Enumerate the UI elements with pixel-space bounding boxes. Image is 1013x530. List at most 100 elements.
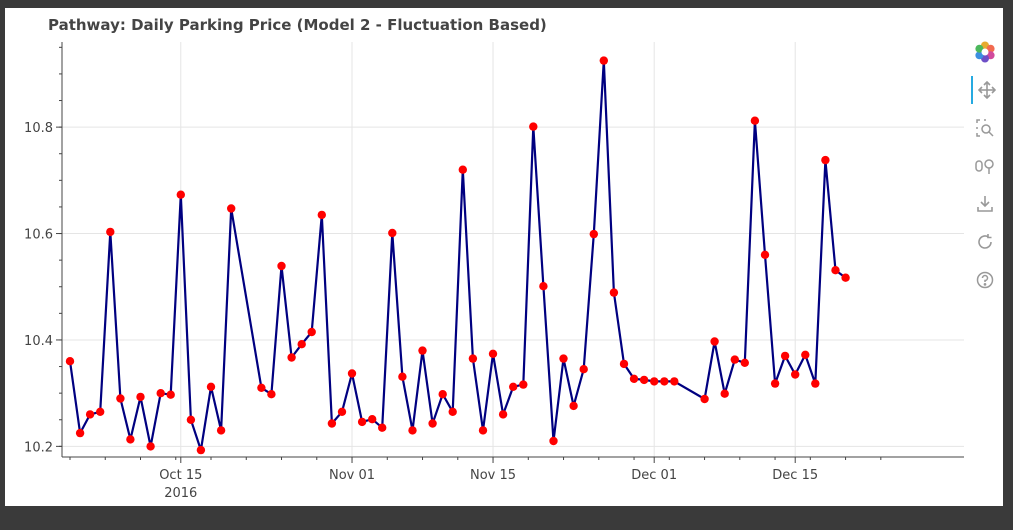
data-point[interactable] [75, 428, 85, 438]
data-point[interactable] [529, 122, 538, 131]
data-point[interactable] [206, 382, 216, 391]
data-point[interactable] [559, 354, 568, 363]
data-point[interactable] [327, 419, 337, 428]
data-point[interactable] [378, 423, 387, 432]
data-point[interactable] [85, 410, 95, 419]
data-point[interactable] [609, 288, 619, 297]
price-series-line [68, 59, 847, 452]
data-point[interactable] [619, 359, 629, 369]
y-gridlines [62, 126, 964, 447]
box-zoom-icon[interactable] [971, 114, 999, 142]
data-point[interactable] [347, 369, 357, 378]
x-tick-label: Dec 15 [772, 468, 818, 483]
plot-background [62, 42, 964, 457]
data-point[interactable] [549, 436, 558, 446]
x-axis-ticks: Oct 15 2016 Nov 01 Nov 15 Dec 01 Dec 15 [69, 457, 882, 501]
data-point[interactable] [176, 190, 185, 199]
data-point[interactable] [428, 419, 437, 428]
data-point[interactable] [801, 350, 810, 359]
x-tick-label: Dec 01 [631, 468, 677, 483]
y-axis-ticks: 10.2 10.4 10.6 10.8 [24, 46, 62, 455]
axes [61, 42, 964, 458]
data-point[interactable] [720, 389, 729, 398]
y-tick-label: 10.6 [24, 228, 53, 243]
data-point[interactable] [519, 380, 528, 389]
data-point[interactable] [740, 358, 749, 367]
x-tick-label: Nov 01 [329, 468, 375, 483]
data-point[interactable] [337, 407, 347, 416]
data-point[interactable] [156, 389, 165, 398]
save-icon[interactable] [971, 190, 999, 218]
data-point[interactable] [700, 394, 709, 404]
pan-icon[interactable] [971, 76, 1001, 104]
data-point[interactable] [166, 390, 175, 399]
data-point[interactable] [599, 56, 608, 65]
price-line [68, 59, 847, 452]
data-point[interactable] [106, 227, 115, 237]
data-point[interactable] [317, 210, 326, 220]
data-point[interactable] [488, 349, 498, 358]
reset-icon[interactable] [971, 228, 999, 256]
data-point[interactable] [791, 370, 800, 379]
data-point[interactable] [670, 377, 679, 386]
y-tick-label: 10.2 [24, 440, 53, 455]
data-point[interactable] [458, 165, 467, 174]
data-point[interactable] [811, 379, 820, 388]
data-point[interactable] [770, 379, 780, 388]
data-point[interactable] [750, 116, 760, 125]
data-point[interactable] [509, 382, 518, 391]
data-point[interactable] [257, 383, 266, 392]
data-point[interactable] [96, 407, 105, 416]
data-point[interactable] [639, 375, 649, 385]
data-point[interactable] [478, 426, 488, 435]
data-point[interactable] [126, 435, 135, 444]
data-point[interactable] [710, 337, 719, 346]
wheel-zoom-icon[interactable] [971, 152, 999, 180]
data-point[interactable] [569, 401, 578, 411]
data-point[interactable] [589, 229, 598, 239]
data-point[interactable] [418, 346, 427, 355]
bokeh-logo-icon[interactable] [971, 38, 999, 66]
data-point[interactable] [277, 261, 286, 271]
data-point[interactable] [368, 415, 377, 424]
data-point[interactable] [196, 445, 206, 455]
data-point[interactable] [629, 374, 639, 383]
data-point[interactable] [660, 377, 669, 386]
data-point[interactable] [468, 354, 478, 363]
data-point[interactable] [216, 426, 226, 435]
data-point[interactable] [146, 442, 155, 451]
data-point[interactable] [267, 390, 276, 399]
chart-toolbar [967, 38, 1003, 318]
data-point[interactable] [438, 390, 447, 399]
chart-frame: Oct 15 2016 Nov 01 Nov 15 Dec 01 Dec 15 10.2 1… [5, 8, 1003, 506]
x-gridlines [180, 42, 796, 457]
data-point[interactable] [650, 377, 659, 386]
data-point[interactable] [186, 415, 196, 424]
data-point[interactable] [780, 351, 790, 361]
data-point[interactable] [821, 155, 830, 165]
data-point[interactable] [579, 365, 588, 374]
data-point[interactable] [730, 355, 739, 364]
data-point[interactable] [498, 410, 508, 419]
x-tick-sublabel: 2016 [164, 486, 197, 501]
data-point[interactable] [357, 417, 367, 427]
data-point[interactable] [307, 327, 316, 337]
data-point[interactable] [65, 357, 75, 366]
data-point[interactable] [388, 228, 397, 238]
data-point[interactable] [408, 426, 417, 435]
data-point[interactable] [136, 392, 145, 402]
data-point[interactable] [227, 204, 236, 213]
data-point[interactable] [116, 394, 125, 403]
price-markers [65, 56, 850, 455]
data-point[interactable] [297, 340, 306, 349]
help-icon[interactable] [971, 266, 999, 294]
data-point[interactable] [841, 273, 850, 282]
data-point[interactable] [287, 353, 296, 362]
data-point[interactable] [398, 372, 407, 381]
data-point[interactable] [760, 250, 770, 259]
data-point[interactable] [831, 266, 840, 275]
data-point[interactable] [539, 282, 548, 291]
y-tick-label: 10.4 [24, 334, 53, 349]
data-point[interactable] [448, 407, 457, 416]
